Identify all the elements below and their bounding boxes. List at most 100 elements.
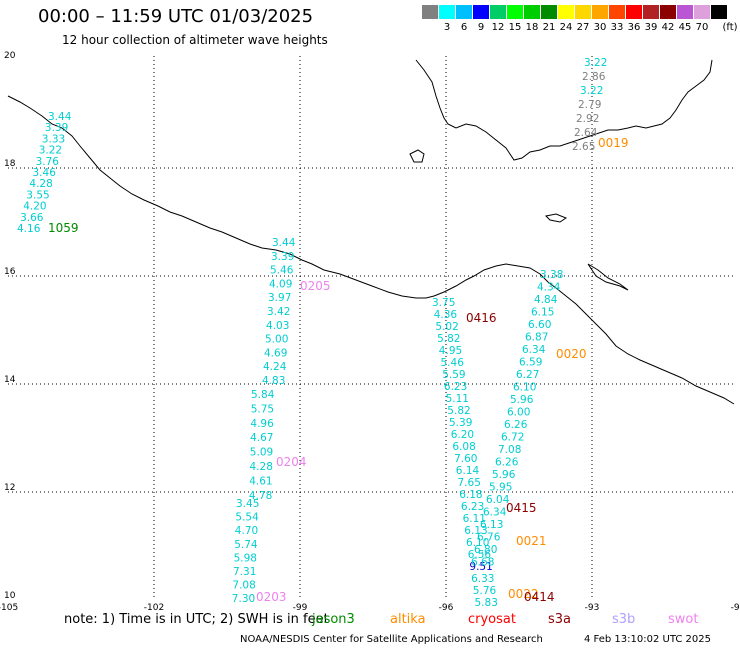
island-outline — [587, 263, 629, 291]
wave-height-value: 6.72 — [501, 432, 524, 444]
island-outline — [409, 149, 425, 163]
gulf-of-mexico-coastline — [415, 59, 713, 161]
legend-swatch — [524, 5, 540, 19]
wave-height-value: 2.92 — [576, 113, 599, 125]
wave-height-value: 9.51 — [469, 561, 492, 573]
satellite-legend-item: jason3 — [312, 612, 355, 627]
lat-tick-label: 18 — [4, 159, 16, 169]
wave-height-value: 5.46 — [270, 265, 294, 277]
lon-tick-label: -93 — [585, 603, 600, 613]
pass-id-label: 0203 — [256, 590, 287, 604]
footer-note: note: 1) Time is in UTC; 2) SWH is in fe… — [64, 612, 329, 627]
wave-height-value: 5.02 — [435, 321, 458, 333]
wave-height-value: 4.28 — [29, 178, 52, 190]
satellite-legend-item: swot — [668, 612, 699, 627]
legend-label: 18 — [525, 22, 539, 33]
wave-height-value: 4.36 — [434, 309, 458, 321]
wave-height-value: 5.82 — [437, 333, 460, 345]
wave-height-value: 6.80 — [474, 544, 497, 556]
wave-height-value: 6.11 — [463, 513, 486, 525]
legend-swatch — [456, 5, 472, 19]
wave-height-value: 5.54 — [235, 512, 259, 524]
pass-id-label: 0021 — [516, 534, 547, 548]
lon-tick-label: -90 — [731, 603, 740, 613]
lon-tick-label: -96 — [439, 603, 454, 613]
wave-height-value: 5.83 — [475, 597, 498, 609]
wave-height-value: 7.60 — [454, 453, 477, 465]
legend-label: 3 — [443, 22, 451, 33]
legend-swatch — [643, 5, 659, 19]
graticule: -105 -102 -99 -96 -93 -90 10 12 14 16 18 20 — [0, 51, 740, 613]
legend-label: 70 — [695, 22, 709, 33]
wave-height-value: 3.22 — [584, 57, 607, 69]
lat-tick-label: 12 — [4, 483, 15, 493]
legend-label: 27 — [576, 22, 590, 33]
wave-height-value: 6.60 — [528, 319, 551, 331]
wave-height-value: 5.84 — [251, 389, 275, 401]
wave-height-value: 3.55 — [26, 189, 49, 201]
lat-tick-label: 20 — [4, 51, 16, 61]
legend-label: 9 — [477, 22, 485, 33]
wave-height-value: 3.46 — [33, 167, 57, 179]
generation-timestamp: 4 Feb 13:10:02 UTC 2025 — [584, 634, 711, 645]
lon-tick-label: -105 — [0, 603, 18, 613]
wave-height-value: 2.65 — [572, 141, 595, 153]
wave-height-value: 4.20 — [23, 201, 46, 213]
wave-height-value: 4.96 — [250, 418, 274, 430]
wave-height-value: 2.64 — [574, 127, 598, 139]
legend-label: 45 — [678, 22, 692, 33]
wave-height-value: 4.69 — [264, 347, 287, 359]
wave-height-value: 6.34 — [483, 507, 507, 519]
wave-height-value: 3.42 — [267, 306, 290, 318]
wave-height-value: 7.65 — [458, 477, 481, 489]
legend-swatch — [694, 5, 710, 19]
wave-height-value: 6.18 — [459, 489, 482, 501]
pass-id-label: 0204 — [276, 455, 307, 469]
legend-swatch — [473, 5, 489, 19]
legend-label: 39 — [644, 22, 658, 33]
wave-height-value: 5.46 — [441, 357, 465, 369]
wave-height-value: 4.83 — [262, 375, 285, 387]
wave-height-value: 3.39 — [45, 122, 68, 134]
lon-tick-label: -99 — [293, 603, 308, 613]
wave-height-value: 5.96 — [510, 394, 534, 406]
wave-height-value: 6.04 — [486, 494, 510, 506]
wave-height-value: 2.86 — [582, 71, 606, 83]
wave-height-value: 4.24 — [263, 361, 287, 373]
legend-swatch — [422, 5, 438, 19]
legend-label: 33 — [610, 22, 624, 33]
legend-swatch — [575, 5, 591, 19]
wave-height-value: 5.98 — [234, 552, 257, 564]
wave-height-value: 4.03 — [266, 320, 289, 332]
legend-swatch — [558, 5, 574, 19]
chart-subtitle: 12 hour collection of altimeter wave hei… — [62, 33, 328, 47]
satellite-legend-item: altika — [390, 612, 426, 627]
wave-height-value: 7.31 — [233, 566, 256, 578]
wave-height-value: 6.34 — [522, 344, 546, 356]
wave-height-value: 6.23 — [444, 381, 467, 393]
wave-height-value: 5.59 — [442, 369, 465, 381]
wave-height-value: 4.67 — [250, 432, 273, 444]
wave-height-value: 4.95 — [439, 345, 462, 357]
wave-height-value: 4.09 — [269, 278, 292, 290]
wave-height-value: 4.28 — [250, 461, 273, 473]
lat-tick-label: 14 — [4, 375, 16, 385]
wave-height-value: 6.10 — [466, 537, 489, 549]
legend-label: 21 — [542, 22, 556, 33]
wave-height-value: 5.82 — [447, 405, 470, 417]
pass-id-label: 1059 — [48, 221, 79, 235]
wave-height-value: 6.33 — [471, 573, 494, 585]
legend-label: 30 — [593, 22, 607, 33]
wave-height-value: 6.68 — [471, 557, 494, 569]
wave-height-value: 4.70 — [235, 525, 258, 537]
pass-id-label: 0022 — [508, 587, 539, 601]
wave-height-value: 6.14 — [456, 465, 480, 477]
wave-height-value: 3.66 — [20, 212, 44, 224]
wave-height-value: 5.09 — [250, 447, 273, 459]
wave-height-value: 5.76 — [473, 585, 497, 597]
wave-height-value: 5.75 — [251, 403, 274, 415]
wave-height-value: 3.39 — [271, 251, 294, 263]
wave-height-value: 5.95 — [489, 482, 512, 494]
wave-height-value: 3.22 — [580, 85, 603, 97]
